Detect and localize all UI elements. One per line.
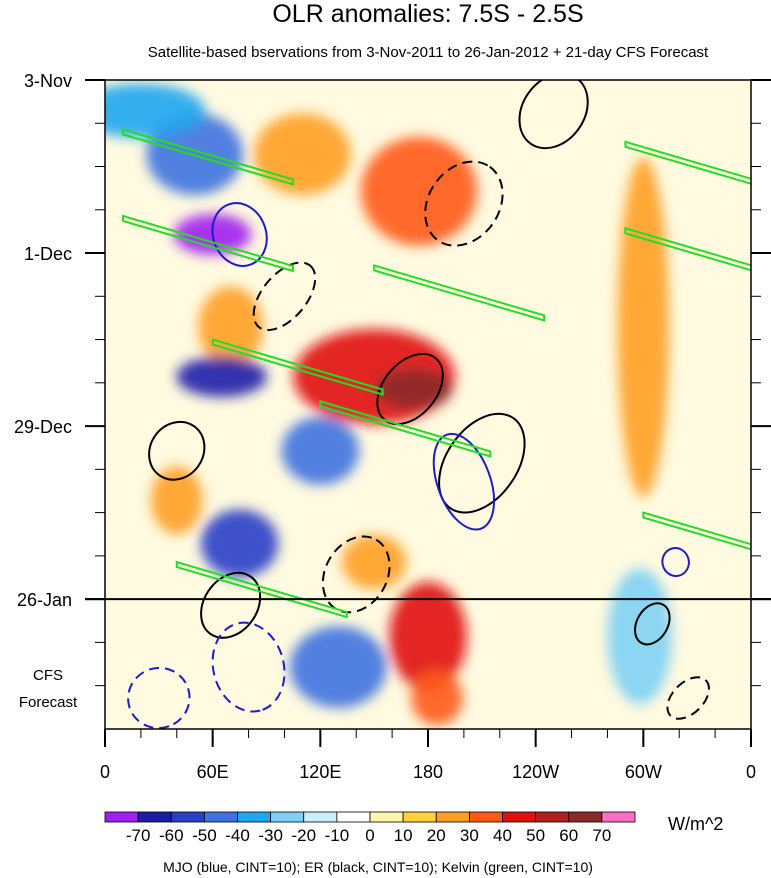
y-tick-label: 3-Nov (24, 71, 72, 91)
colorbar-swatch (435, 811, 470, 823)
colorbar-label: -40 (225, 826, 250, 845)
mjo-contour (211, 621, 286, 713)
er-contour (634, 602, 671, 646)
er-contour (424, 160, 504, 247)
anomaly-region (200, 509, 279, 578)
kelvin-contour (175, 560, 348, 619)
anomaly-region (360, 136, 478, 246)
er-contour (321, 535, 391, 614)
er-contour (148, 420, 206, 481)
kelvin-contour (121, 214, 294, 273)
er-contour (252, 261, 317, 332)
kelvin-contour (121, 128, 294, 186)
er-contour (666, 676, 710, 720)
colorbar-swatch (170, 811, 205, 823)
kelvin-contour (642, 511, 751, 551)
anomaly-region (105, 83, 206, 139)
x-tick-label: 120E (299, 762, 341, 782)
anomaly-region (253, 113, 351, 195)
er-contour (438, 412, 526, 514)
colorbar: -70 -60 -50 -40 -30 -20 -10 0 10 20 30 40 50 60 70 (104, 811, 636, 845)
colorbar-label: 70 (592, 826, 611, 845)
kelvin-contour (211, 338, 384, 396)
anomaly-region (411, 670, 463, 726)
anomaly-region (617, 157, 670, 498)
colorbar-label: -60 (159, 826, 184, 845)
wave-contour-layer (121, 80, 751, 729)
forecast-label-line-2: Forecast (19, 694, 78, 711)
colorbar-swatch (270, 811, 305, 823)
colorbar-swatch (369, 811, 404, 823)
anomaly-region (374, 368, 453, 410)
y-tick-label: 29-Dec (14, 417, 72, 437)
colorbar-swatch (601, 811, 636, 823)
colorbar-label: -50 (192, 826, 217, 845)
colorbar-label: -70 (126, 826, 151, 845)
colorbar-swatch (137, 811, 172, 823)
axis-ticks (85, 79, 771, 747)
colorbar-label: -10 (325, 826, 350, 845)
colorbar-swatch (535, 811, 570, 823)
x-tick-label: 0 (746, 762, 756, 782)
colorbar-swatch (237, 811, 272, 823)
colorbar-label: 30 (460, 826, 479, 845)
x-tick-label: 60E (197, 762, 229, 782)
kelvin-contour (624, 226, 751, 272)
x-axis-labels: 0 60E 120E 180 120W 60W 0 (100, 762, 756, 782)
colorbar-label: -20 (291, 826, 316, 845)
colorbar-swatch (568, 811, 603, 823)
chart-subtitle: Satellite-based bservations from 3-Nov-2… (148, 44, 709, 61)
y-axis-labels: 3-Nov 1-Dec 29-Dec 26-Jan (14, 71, 72, 610)
colorbar-swatch (104, 811, 139, 823)
x-tick-label: 60W (625, 762, 662, 782)
x-tick-label: 0 (100, 762, 110, 782)
er-contour (200, 571, 262, 639)
plot-area (85, 79, 771, 747)
mjo-contour (661, 547, 690, 577)
colorbar-label: 40 (493, 826, 512, 845)
colorbar-swatch (468, 811, 503, 823)
colorbar-label: 20 (427, 826, 446, 845)
anomaly-region (176, 356, 267, 398)
footnote: MJO (blue, CINT=10); ER (black, CINT=10)… (163, 859, 593, 875)
kelvin-contour (319, 400, 492, 458)
colorbar-label: 60 (559, 826, 578, 845)
anomaly-region (289, 626, 387, 708)
anomaly-region (198, 286, 263, 368)
anomaly-region (281, 416, 360, 485)
mjo-contour (432, 432, 496, 531)
kelvin-contour (373, 264, 546, 322)
colorbar-swatch (402, 811, 437, 823)
colorbar-swatch (203, 811, 238, 823)
colorbar-swatch (502, 811, 537, 823)
anomaly-region (341, 534, 407, 590)
anomaly-region (150, 466, 203, 535)
forecast-label-line-1: CFS (33, 667, 63, 684)
y-tick-label: 1-Dec (24, 244, 72, 264)
chart-title: OLR anomalies: 7.5S - 2.5S (272, 0, 583, 28)
anomaly-region (389, 581, 467, 691)
colorbar-label: 10 (394, 826, 413, 845)
mjo-contour (127, 666, 191, 729)
colorbar-unit: W/m^2 (668, 814, 723, 834)
colorbar-swatch (336, 811, 371, 823)
colorbar-label: 50 (526, 826, 545, 845)
x-tick-label: 120W (512, 762, 559, 782)
colorbar-label: -30 (258, 826, 283, 845)
colorbar-swatch (303, 811, 338, 823)
y-tick-label: 26-Jan (17, 590, 72, 610)
anomaly-region (607, 568, 673, 705)
x-tick-label: 180 (413, 762, 443, 782)
kelvin-contour (624, 140, 751, 185)
er-contour (518, 80, 589, 150)
colorbar-label: 0 (365, 826, 374, 845)
